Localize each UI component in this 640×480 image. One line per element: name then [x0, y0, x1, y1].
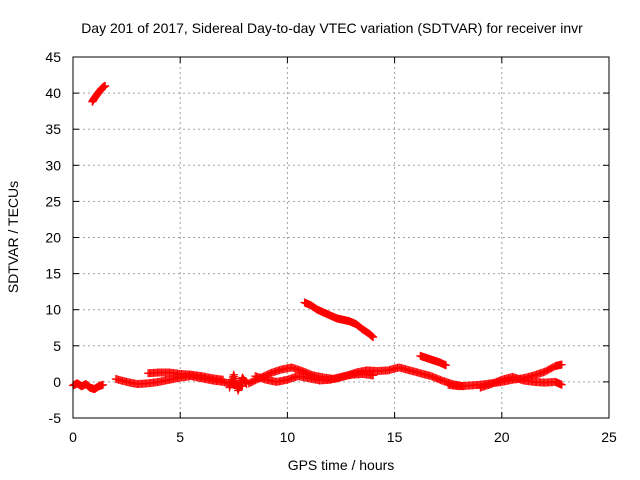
y-tick-label: 30 [45, 157, 61, 173]
y-tick-label: 45 [45, 49, 61, 65]
grid-lines [73, 57, 609, 418]
y-tick-label: 15 [45, 266, 61, 282]
series-arc-4 [144, 368, 228, 384]
x-tick-label: 10 [280, 429, 296, 445]
series-arc-8 [300, 298, 378, 342]
plot-frame [72, 56, 610, 419]
y-tick-label: 25 [45, 193, 61, 209]
x-tick-label: 0 [69, 429, 77, 445]
x-tick-label: 5 [176, 429, 184, 445]
series-arc-7 [251, 369, 378, 386]
data-points [69, 81, 566, 395]
series-arc-5 [225, 370, 251, 395]
y-tick-label: 5 [53, 338, 61, 354]
chart-title: Day 201 of 2017, Sidereal Day-to-day VTE… [81, 20, 583, 36]
y-tick-label: -5 [49, 410, 62, 426]
data-point [557, 380, 566, 389]
x-tick-label: 25 [601, 429, 617, 445]
y-tick-label: 0 [53, 374, 61, 390]
data-point [219, 375, 228, 384]
series-arc-1 [69, 379, 108, 394]
data-point [557, 360, 566, 369]
y-tick-label: 40 [45, 85, 61, 101]
series-arc-2 [88, 81, 110, 106]
x-axis-label: GPS time / hours [288, 457, 395, 473]
data-point [442, 361, 451, 370]
y-axis-label: SDTVAR / TECUs [5, 181, 21, 293]
y-tick-label: 10 [45, 302, 61, 318]
x-tick-label: 15 [387, 429, 403, 445]
y-tick-label: 35 [45, 121, 61, 137]
data-point [101, 81, 110, 90]
y-tick-label: 20 [45, 230, 61, 246]
data-point [369, 371, 378, 380]
data-point [99, 380, 108, 389]
series-arc-11 [476, 372, 566, 392]
data-point [369, 333, 378, 342]
series-arc-9 [416, 351, 451, 370]
x-tick-label: 20 [494, 429, 510, 445]
